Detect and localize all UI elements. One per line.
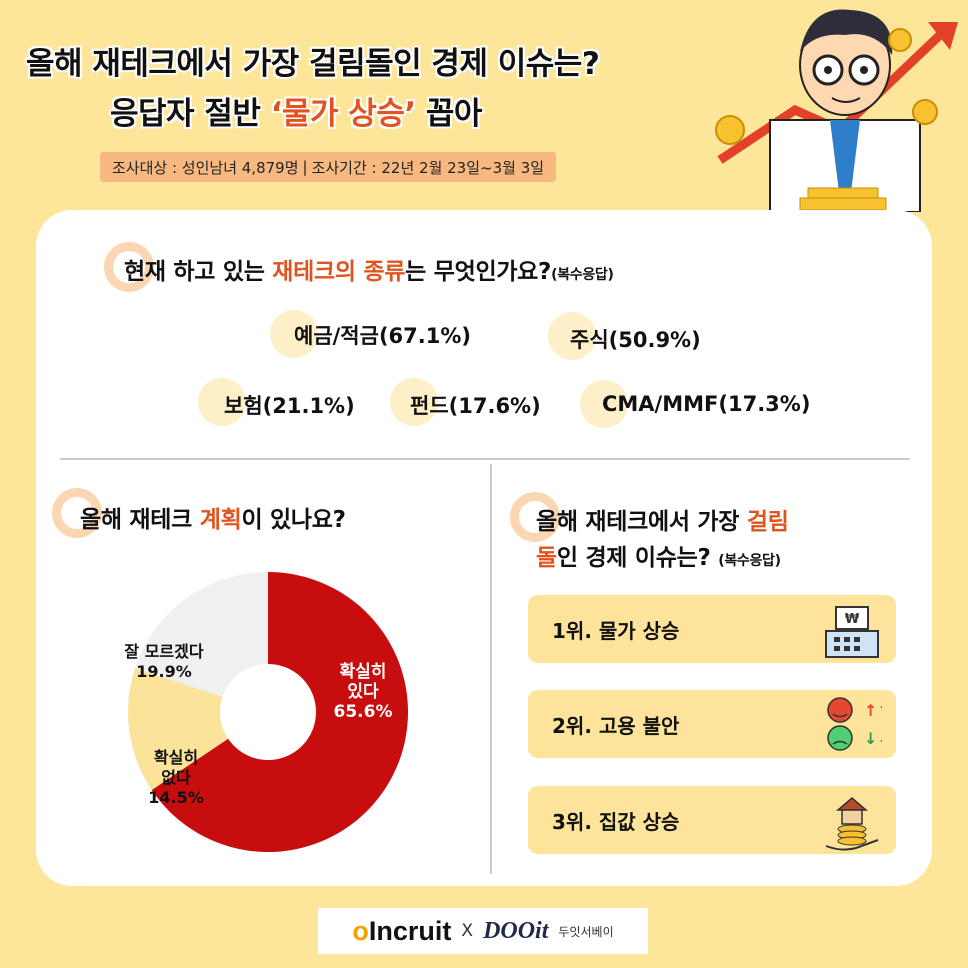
incruit-logo: oIncruit bbox=[352, 916, 451, 947]
q1-title-highlight: 재테크의 종류 bbox=[272, 259, 406, 285]
title-line2-highlight: ‘물가 상승’ bbox=[270, 96, 416, 132]
q3-circle-decor bbox=[510, 492, 560, 542]
slice-label-no-pct: 14.5% bbox=[148, 788, 204, 807]
incruit-logo-text: Incruit bbox=[368, 915, 452, 946]
survey-target: 조사대상 : 성인남녀 4,879명 bbox=[112, 158, 299, 177]
title-line2-post: 꼽아 bbox=[415, 96, 483, 132]
q2-title: 올해 재테크 계획이 있나요? bbox=[80, 500, 346, 534]
q1-title-post: 는 무엇인가요? bbox=[405, 259, 552, 285]
svg-text:₩: ₩ bbox=[845, 612, 860, 627]
slice-label-no: 확실히 없다 14.5% bbox=[140, 748, 212, 808]
survey-info-bar: 조사대상 : 성인남녀 4,879명 | 조사기간 : 22년 2월 23일~3… bbox=[100, 152, 557, 182]
slice-label-unsure-pct: 19.9% bbox=[136, 662, 192, 681]
logo-separator-x: X bbox=[461, 921, 474, 941]
svg-text:↓↓: ↓↓ bbox=[864, 729, 882, 748]
q1-item-stock-label: 주식(50.9%) bbox=[570, 328, 701, 352]
q1-title-pre: 현재 하고 있는 bbox=[124, 259, 273, 285]
q1-item-fund: 펀드(17.6%) bbox=[390, 378, 541, 426]
slice-label-yes: 확실히 있다 65.6% bbox=[318, 662, 408, 722]
doit-logo-korean: 두잇서베이 bbox=[558, 924, 614, 939]
doit-logo: DOOit bbox=[483, 917, 549, 944]
plan-donut-chart: 확실히 있다 65.6% 확실히 없다 14.5% 잘 모르겠다 19.9% bbox=[122, 566, 414, 858]
q1-item-fund-label: 펀드(17.6%) bbox=[410, 394, 541, 418]
q3-title-post: 인 경제 이슈는? bbox=[556, 545, 711, 571]
horizontal-divider bbox=[60, 458, 910, 460]
rank-1-label: 1위. 물가 상승 bbox=[552, 618, 680, 643]
q1-item-insurance-label: 보험(21.1%) bbox=[224, 394, 355, 418]
slice-label-yes-line2: 있다 bbox=[347, 682, 379, 702]
slice-label-yes-line1: 확실히 bbox=[339, 662, 387, 682]
q1-item-deposit-label: 예금/적금(67.1%) bbox=[294, 324, 471, 348]
incruit-logo-o: o bbox=[352, 915, 369, 946]
q3-title-highlight2: 돌 bbox=[536, 545, 557, 571]
rank-2-label: 2위. 고용 불안 bbox=[552, 713, 680, 738]
q1-item-cma: CMA/MMF(17.3%) bbox=[580, 380, 811, 428]
q1-circle-decor bbox=[104, 242, 154, 292]
main-title-line2: 응답자 절반 ‘물가 상승’ 꼽아 bbox=[110, 88, 482, 133]
q3-note: (복수응답) bbox=[718, 553, 781, 569]
title-line2-pre: 응답자 절반 bbox=[110, 96, 271, 132]
slice-unsure bbox=[135, 572, 268, 697]
slice-label-yes-pct: 65.6% bbox=[333, 702, 393, 722]
slice-label-no-line1: 확실히 bbox=[153, 748, 199, 767]
slice-label-unsure: 잘 모르겠다 19.9% bbox=[104, 642, 224, 682]
q1-item-deposit: 예금/적금(67.1%) bbox=[270, 310, 471, 358]
q2-circle-decor bbox=[52, 488, 102, 538]
q1-item-insurance: 보험(21.1%) bbox=[198, 378, 355, 426]
slice-yes bbox=[151, 572, 408, 852]
main-title-line1: 올해 재테크에서 가장 걸림돌인 경제 이슈는? bbox=[26, 46, 600, 82]
q2-title-highlight: 계획 bbox=[199, 507, 242, 533]
q1-item-stock: 주식(50.9%) bbox=[548, 312, 701, 360]
q3-title-pre: 올해 재테크에서 가장 bbox=[536, 509, 747, 535]
slice-no bbox=[128, 667, 229, 790]
q1-item-cma-label: CMA/MMF(17.3%) bbox=[602, 392, 811, 416]
donut-svg bbox=[128, 572, 408, 852]
survey-separator: | bbox=[302, 158, 308, 176]
cash-register-icon: ₩ bbox=[825, 606, 879, 658]
vertical-divider bbox=[490, 464, 492, 874]
slice-label-unsure-line1: 잘 모르겠다 bbox=[124, 642, 204, 661]
q2-title-post: 이 있나요? bbox=[241, 507, 346, 533]
survey-period: 조사기간 : 22년 2월 23일~3월 3일 bbox=[311, 158, 545, 177]
businessman-illustration bbox=[715, 9, 958, 212]
rank-2: 2위. 고용 불안 ↑↑ ↓↓ bbox=[528, 690, 896, 758]
q1-note: (복수응답) bbox=[551, 267, 614, 283]
house-coins-icon bbox=[825, 797, 879, 851]
q1-title: 현재 하고 있는 재테크의 종류는 무엇인가요?(복수응답) bbox=[124, 252, 614, 286]
slice-label-no-line2: 없다 bbox=[161, 768, 191, 787]
mood-faces-icon: ↑↑ ↓↓ bbox=[827, 697, 882, 751]
rank-3: 3위. 집값 상승 bbox=[528, 786, 896, 854]
q3-title-highlight1: 걸림 bbox=[746, 509, 789, 535]
q2-title-pre: 올해 재테크 bbox=[80, 507, 200, 533]
rank-1: 1위. 물가 상승 ₩ bbox=[528, 595, 896, 663]
footer-logos: oIncruit X DOOit 두잇서베이 bbox=[318, 908, 648, 954]
content-card: 현재 하고 있는 재테크의 종류는 무엇인가요?(복수응답) 예금/적금(67.… bbox=[36, 210, 932, 886]
rank-3-label: 3위. 집값 상승 bbox=[552, 809, 680, 834]
svg-text:↑↑: ↑↑ bbox=[864, 701, 882, 720]
